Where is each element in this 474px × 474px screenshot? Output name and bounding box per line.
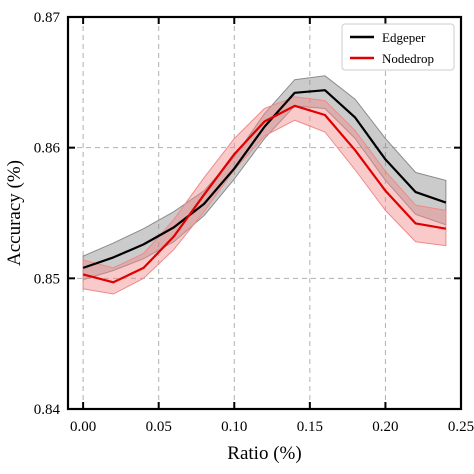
x-axis-label: Ratio (%)	[227, 443, 301, 464]
line-edgeper	[82, 89, 447, 269]
line-nodedrop	[82, 104, 447, 284]
y-tick-label: 0.84	[34, 402, 61, 418]
x-tick-label: 0.00	[70, 419, 96, 435]
legend-label-nodedrop: Nodedrop	[382, 51, 434, 66]
legend-label-edgeper: Edgeper	[382, 30, 426, 45]
x-tick-label: 0.15	[297, 419, 323, 435]
grid	[68, 17, 461, 409]
y-tick-label: 0.85	[34, 271, 60, 287]
series-lines	[82, 89, 447, 284]
y-tick-label: 0.86	[34, 141, 61, 157]
y-tick-labels: 0.84 0.85 0.86 0.87	[34, 10, 61, 418]
x-tick-labels: 0.00 0.05 0.10 0.15 0.20 0.25	[70, 419, 474, 435]
confidence-bands	[82, 75, 447, 295]
x-tick-label: 0.20	[372, 419, 398, 435]
x-tick-label: 0.25	[448, 419, 474, 435]
axis-ticks	[68, 16, 462, 410]
y-tick-label: 0.87	[34, 10, 61, 26]
x-tick-label: 0.05	[146, 419, 172, 435]
y-axis-label: Accuracy (%)	[4, 160, 25, 266]
x-tick-label: 0.10	[221, 419, 247, 435]
legend: Edgeper Nodedrop	[341, 23, 455, 71]
plot-frame	[66, 15, 463, 411]
band-nodedrop	[82, 96, 447, 295]
